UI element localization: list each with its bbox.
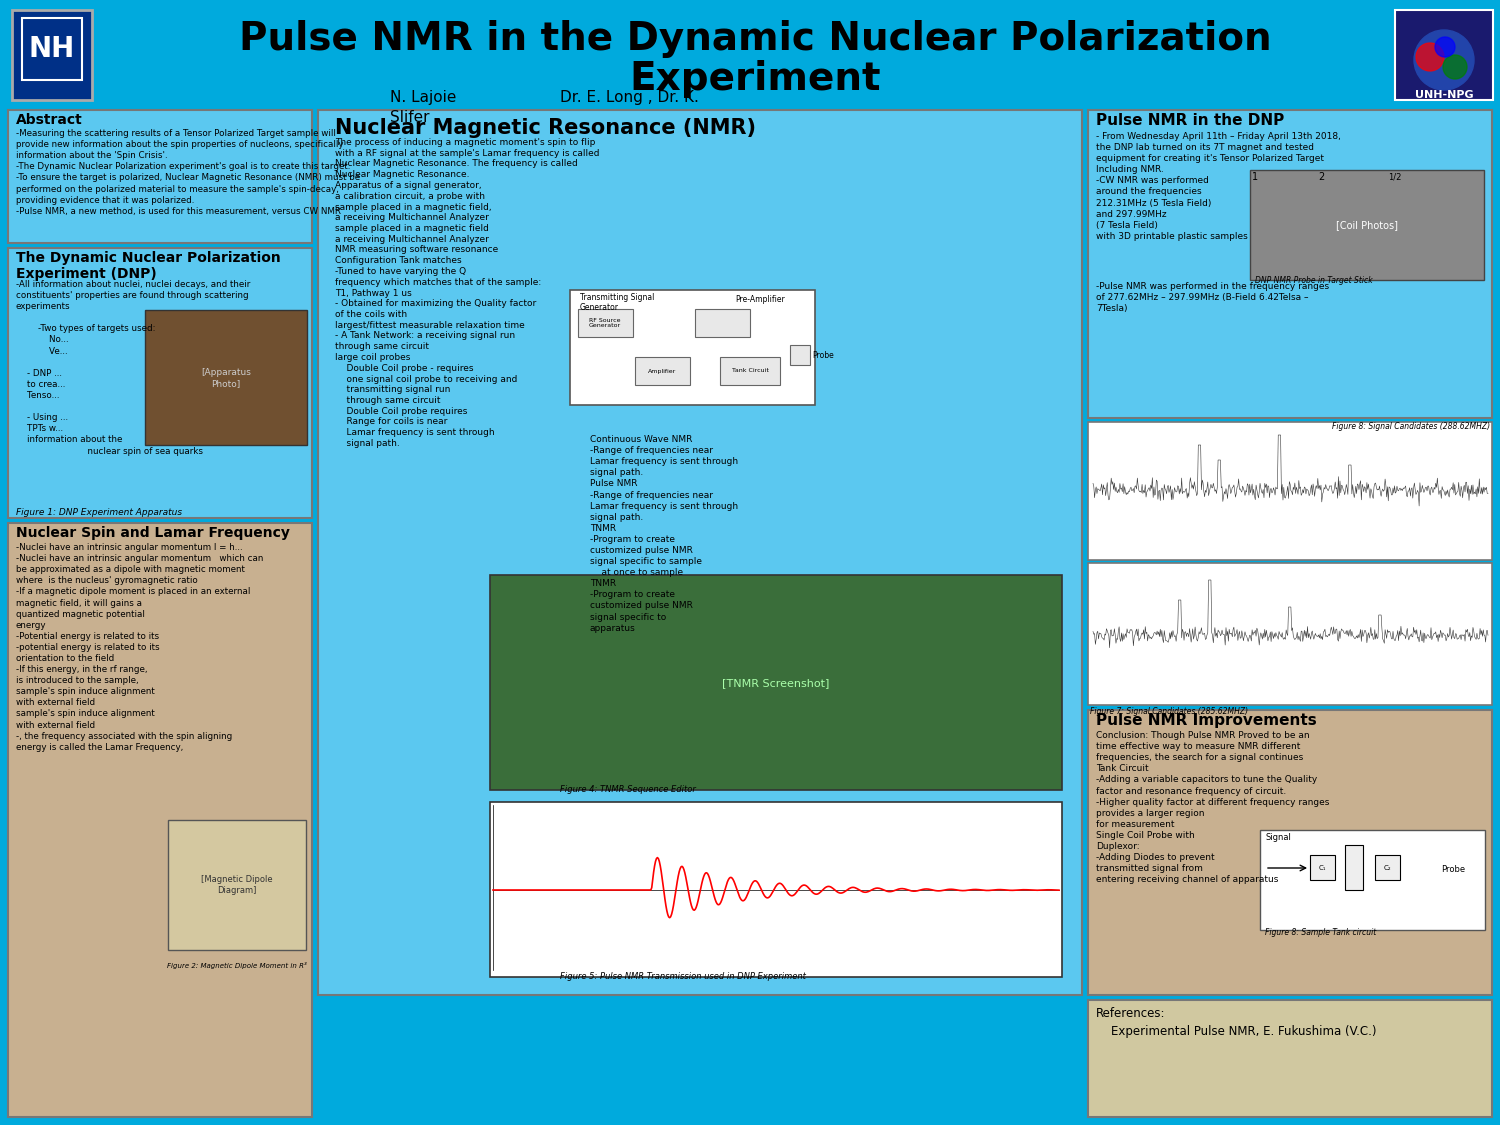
- Text: Figure 8: Sample Tank circuit: Figure 8: Sample Tank circuit: [1264, 928, 1377, 937]
- Text: Pulse NMR Improvements: Pulse NMR Improvements: [1096, 713, 1317, 728]
- Bar: [578, 309, 633, 337]
- Circle shape: [1416, 43, 1444, 71]
- Text: Signal: Signal: [1264, 832, 1292, 842]
- Bar: [1376, 855, 1400, 880]
- Text: C₁: C₁: [1318, 865, 1326, 871]
- Circle shape: [1443, 55, 1467, 79]
- Text: 1: 1: [1252, 172, 1258, 182]
- Text: The Dynamic Nuclear Polarization
Experiment (DNP): The Dynamic Nuclear Polarization Experim…: [16, 251, 280, 281]
- Text: Pulse NMR in the DNP: Pulse NMR in the DNP: [1096, 112, 1284, 128]
- Bar: [490, 575, 1062, 790]
- Bar: [790, 345, 810, 364]
- Bar: [168, 820, 306, 950]
- Text: Figure 1: DNP Experiment Apparatus: Figure 1: DNP Experiment Apparatus: [16, 508, 182, 518]
- Text: - From Wednesday April 11th – Friday April 13th 2018,
the DNP lab turned on its : - From Wednesday April 11th – Friday Apr…: [1096, 132, 1341, 241]
- Text: Pre-Amplifier: Pre-Amplifier: [735, 295, 784, 304]
- Bar: [1395, 10, 1492, 100]
- Bar: [1088, 562, 1492, 705]
- Bar: [8, 110, 312, 243]
- Text: Pulse NMR in the Dynamic Nuclear Polarization: Pulse NMR in the Dynamic Nuclear Polariz…: [238, 20, 1272, 58]
- Text: Probe: Probe: [812, 351, 834, 360]
- Text: Figure 7: Signal Candidates (285.62MHZ): Figure 7: Signal Candidates (285.62MHZ): [1090, 706, 1248, 716]
- Text: [Apparatus
Photo]: [Apparatus Photo]: [201, 368, 250, 388]
- Bar: [318, 110, 1082, 994]
- Text: Figure 2: Magnetic Dipole Moment in R³: Figure 2: Magnetic Dipole Moment in R³: [166, 962, 308, 969]
- Text: -Pulse NMR was performed in the frequency ranges
of 277.62MHz – 297.99MHz (B-Fie: -Pulse NMR was performed in the frequenc…: [1096, 282, 1329, 313]
- Text: Figure 5: Pulse NMR Transmission used in DNP Experiment: Figure 5: Pulse NMR Transmission used in…: [560, 972, 806, 981]
- Text: Figure 4: TNMR Sequence Editor: Figure 4: TNMR Sequence Editor: [560, 785, 696, 794]
- Bar: [1260, 830, 1485, 930]
- Text: RF Source
Generator: RF Source Generator: [590, 317, 621, 328]
- Text: Continuous Wave NMR
-Range of frequencies near
Lamar frequency is sent through
s: Continuous Wave NMR -Range of frequencie…: [590, 435, 738, 632]
- Circle shape: [1436, 37, 1455, 57]
- Text: [TNMR Screenshot]: [TNMR Screenshot]: [723, 678, 830, 688]
- Text: Abstract: Abstract: [16, 112, 82, 127]
- Text: References:
    Experimental Pulse NMR, E. Fukushima (V.C.): References: Experimental Pulse NMR, E. F…: [1096, 1007, 1377, 1038]
- Text: 2: 2: [1318, 172, 1324, 182]
- Text: [Coil Photos]: [Coil Photos]: [1336, 220, 1398, 229]
- Text: -Nuclei have an intrinsic angular momentum I = h...
-Nuclei have an intrinsic an: -Nuclei have an intrinsic angular moment…: [16, 543, 264, 752]
- Text: Transmitting Signal
Generator: Transmitting Signal Generator: [580, 292, 654, 313]
- Circle shape: [1414, 30, 1474, 90]
- Text: NH: NH: [28, 35, 75, 63]
- Text: The process of inducing a magnetic moment's spin to flip
with a RF signal at the: The process of inducing a magnetic momen…: [334, 138, 600, 448]
- Text: Conclusion: Though Pulse NMR Proved to be an
time effective way to measure NMR d: Conclusion: Though Pulse NMR Proved to b…: [1096, 731, 1329, 884]
- Bar: [1088, 710, 1492, 994]
- Text: Tank Circuit: Tank Circuit: [732, 369, 768, 374]
- Text: Figure 8: Signal Candidates (288.62MHZ): Figure 8: Signal Candidates (288.62MHZ): [1332, 422, 1490, 431]
- Bar: [1310, 855, 1335, 880]
- Text: Probe: Probe: [1442, 865, 1466, 874]
- Bar: [12, 10, 92, 100]
- Bar: [1346, 845, 1364, 890]
- Text: [Magnetic Dipole
Diagram]: [Magnetic Dipole Diagram]: [201, 875, 273, 894]
- Bar: [634, 357, 690, 385]
- Text: UNH-NPG: UNH-NPG: [1414, 90, 1473, 100]
- Bar: [146, 310, 308, 446]
- Bar: [1088, 422, 1492, 560]
- Bar: [22, 18, 82, 80]
- Bar: [1088, 110, 1492, 418]
- Text: Slifer: Slifer: [390, 110, 429, 125]
- Text: C₂: C₂: [1383, 865, 1390, 871]
- Text: -All information about nuclei, nuclei decays, and their
constituents' properties: -All information about nuclei, nuclei de…: [16, 280, 250, 456]
- Text: 1/2: 1/2: [1388, 172, 1401, 181]
- Bar: [490, 802, 1062, 976]
- Text: -Measuring the scattering results of a Tensor Polarized Target sample will
provi: -Measuring the scattering results of a T…: [16, 129, 360, 216]
- Bar: [1088, 1000, 1492, 1117]
- Bar: [720, 357, 780, 385]
- Text: N. Lajoie: N. Lajoie: [390, 90, 456, 105]
- Bar: [570, 290, 814, 405]
- Bar: [694, 309, 750, 337]
- Text: Experiment: Experiment: [630, 60, 880, 98]
- Text: Amplifier: Amplifier: [648, 369, 676, 374]
- Text: DNP NMR Probe in Target Stick: DNP NMR Probe in Target Stick: [1256, 276, 1372, 285]
- Text: Nuclear Magnetic Resonance (NMR): Nuclear Magnetic Resonance (NMR): [334, 118, 756, 138]
- Bar: [1250, 170, 1484, 280]
- Text: Nuclear Spin and Lamar Frequency: Nuclear Spin and Lamar Frequency: [16, 526, 290, 540]
- Text: Dr. E. Long , Dr. K.: Dr. E. Long , Dr. K.: [560, 90, 699, 105]
- Bar: [8, 523, 312, 1117]
- Bar: [8, 248, 312, 518]
